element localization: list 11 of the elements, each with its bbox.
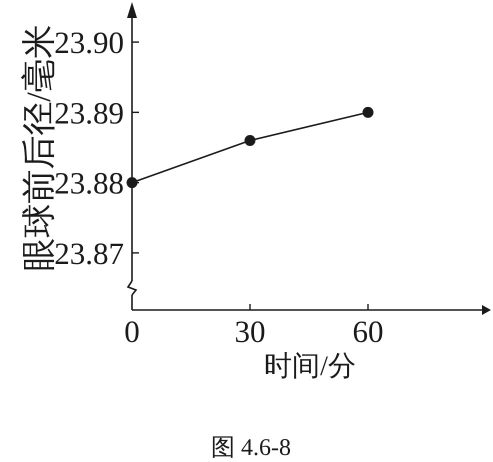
y-tick-label: 23.89 bbox=[54, 95, 124, 130]
x-axis-title: 时间/分 bbox=[264, 351, 356, 382]
point bbox=[362, 106, 374, 118]
x-tick-label: 60 bbox=[352, 314, 384, 349]
point bbox=[244, 134, 256, 146]
caption: 图 4.6-8 bbox=[211, 435, 291, 461]
y-tick-label: 23.88 bbox=[54, 166, 124, 201]
x-tick-label: 30 bbox=[234, 314, 266, 349]
y-tick-label: 23.90 bbox=[54, 25, 124, 60]
y-tick-label: 23.87 bbox=[54, 236, 124, 271]
x-tick-label: 0 bbox=[124, 314, 140, 349]
